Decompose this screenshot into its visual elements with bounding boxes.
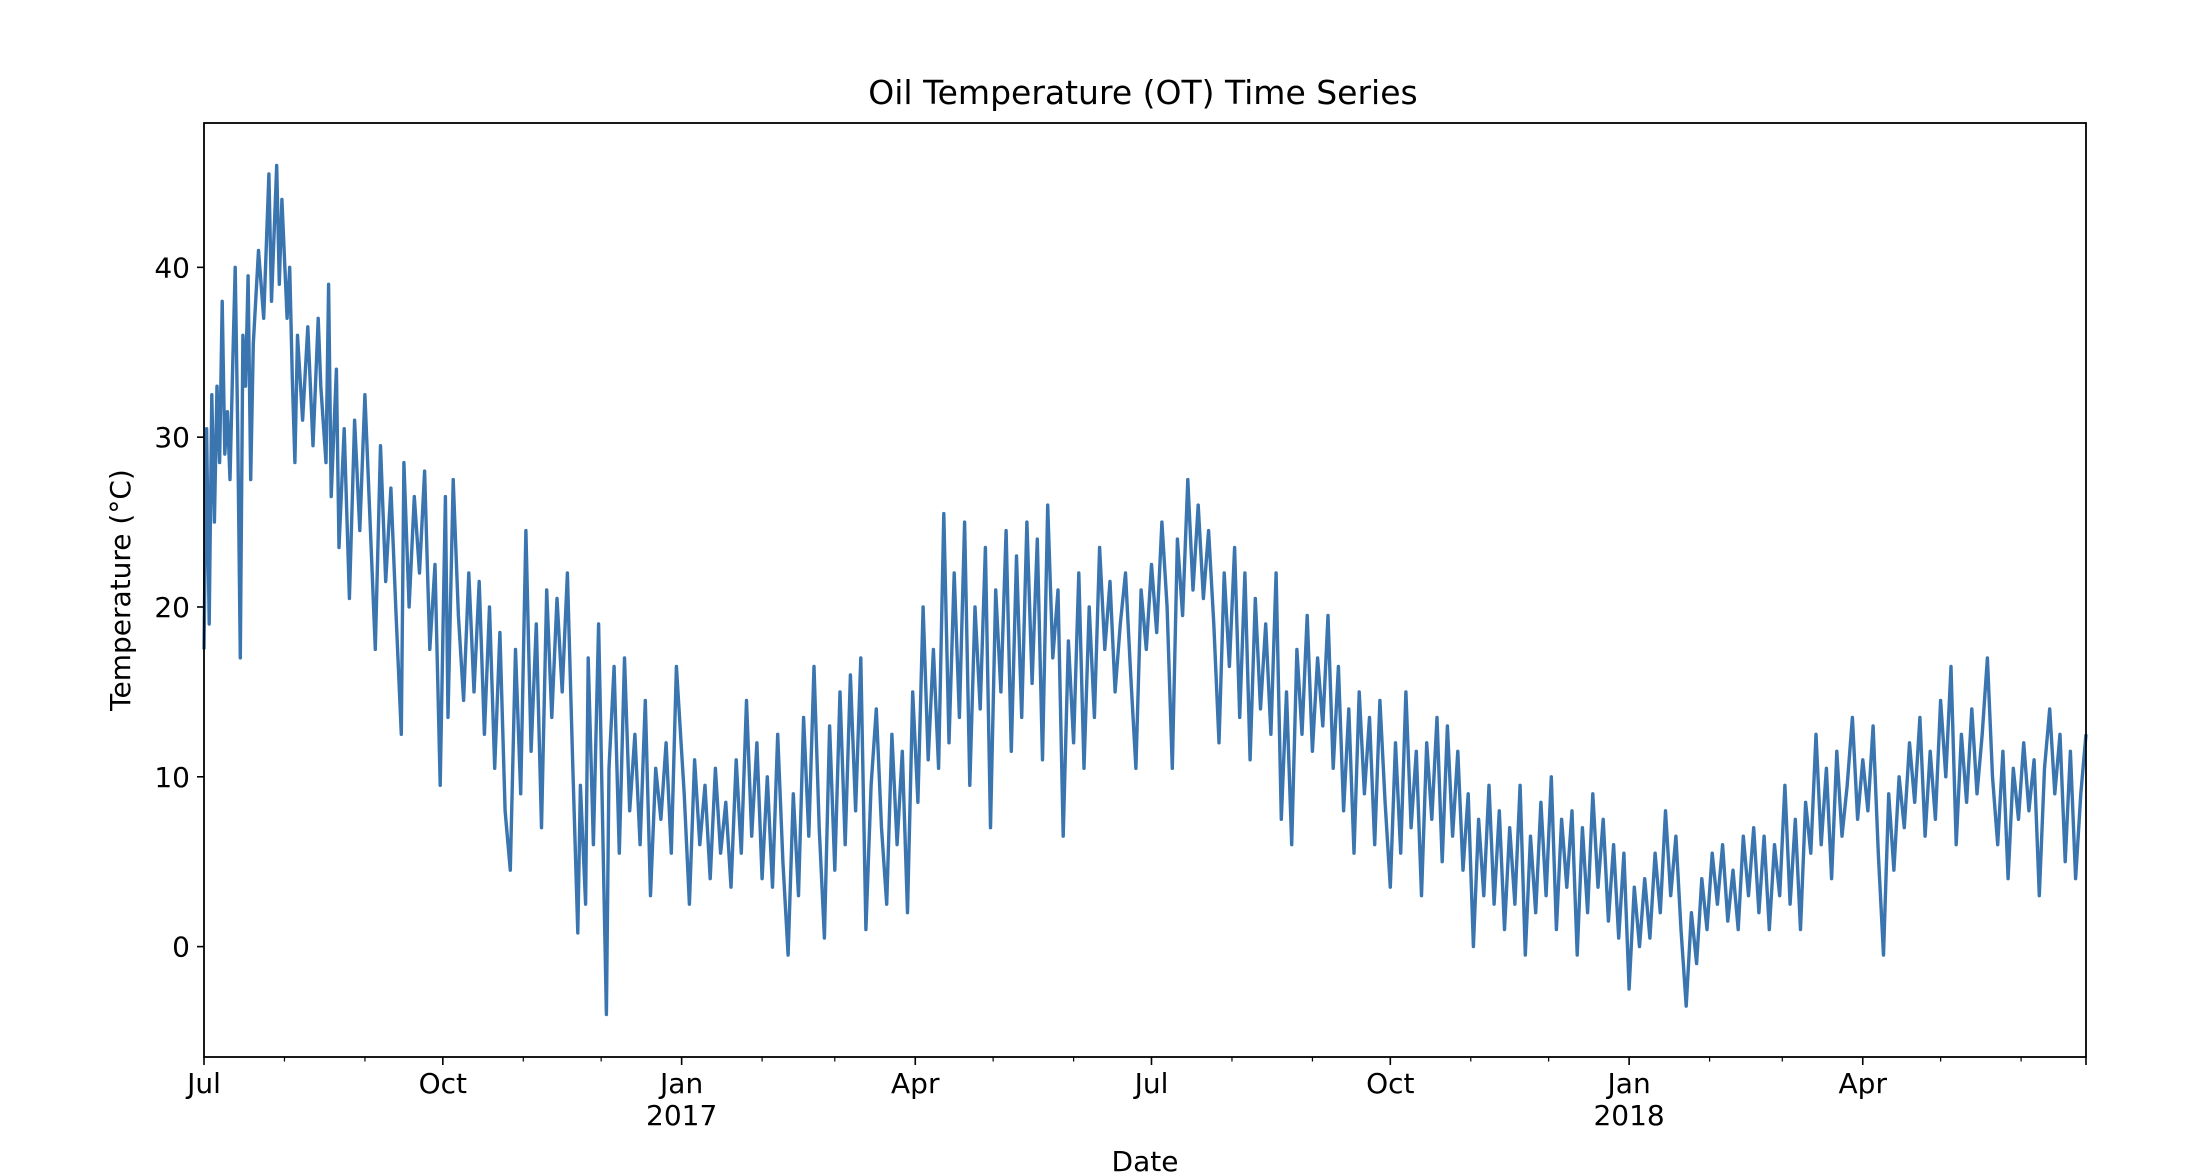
x-tick-label: Apr [891, 1067, 940, 1100]
y-tick-label: 20 [154, 591, 190, 624]
x-tick-label: Apr [1839, 1067, 1888, 1100]
x-tick-label: Jan [658, 1067, 703, 1100]
x-tick-label: Oct [419, 1067, 467, 1100]
x-tick-label: Jul [1133, 1067, 1169, 1100]
plot-area [202, 163, 2088, 1017]
x-tick-label: Oct [1366, 1067, 1414, 1100]
y-tick-label: 0 [172, 931, 190, 964]
plot-frame [203, 122, 2087, 1058]
x-axis-label: Date [1112, 1145, 1179, 1176]
chart-title: Oil Temperature (OT) Time Series [868, 73, 1417, 112]
series-line [202, 163, 2088, 1017]
y-tick-label: 40 [154, 251, 190, 284]
y-axis: 0 10 20 30 40 [154, 251, 204, 964]
y-tick-label: 30 [154, 421, 190, 454]
y-tick-label: 10 [154, 761, 190, 794]
x-tick-year-label: 2017 [646, 1099, 717, 1132]
x-tick-year-label: 2018 [1593, 1099, 1664, 1132]
x-tick-label: Jan [1606, 1067, 1651, 1100]
y-axis-label: Temperature (°C) [104, 469, 137, 712]
x-tick-label: Jul [185, 1067, 221, 1100]
